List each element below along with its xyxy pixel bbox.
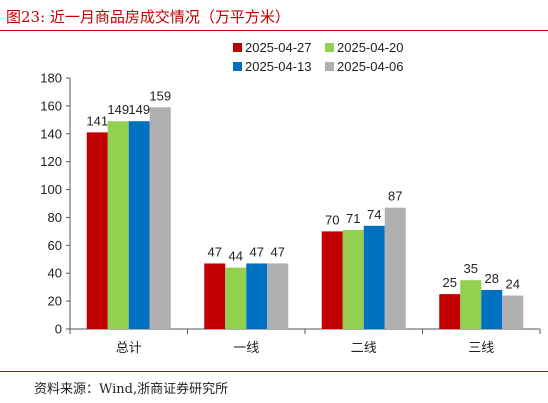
bar	[342, 229, 364, 329]
data-label: 159	[149, 88, 171, 103]
bar	[267, 263, 289, 329]
legend-swatch	[325, 43, 334, 52]
bar	[107, 121, 129, 329]
bar	[86, 132, 108, 329]
y-tick-label: 80	[48, 210, 62, 225]
data-label: 44	[229, 249, 243, 264]
data-label: 141	[86, 113, 108, 128]
x-category-label: 一线	[233, 341, 259, 356]
legend-swatch	[233, 43, 242, 52]
bar	[204, 263, 226, 329]
y-tick-label: 100	[40, 182, 62, 197]
title-divider	[0, 30, 548, 31]
y-tick-label: 180	[40, 71, 62, 86]
source-note: 资料来源：Wind,浙商证券研究所	[34, 382, 229, 397]
y-tick-label: 60	[48, 238, 62, 253]
data-label: 47	[208, 244, 222, 259]
x-category-label: 三线	[468, 341, 494, 356]
legend-swatch	[325, 62, 334, 71]
y-tick-label: 40	[48, 266, 62, 281]
legend-label: 2025-04-13	[245, 59, 312, 74]
data-label: 28	[485, 271, 499, 286]
data-label: 149	[128, 102, 150, 117]
figure-title: 图23: 近一月商品房成交情况（万平方米）	[6, 8, 290, 26]
x-category-label: 总计	[116, 341, 142, 356]
legend-label: 2025-04-06	[337, 59, 404, 74]
bar	[149, 107, 171, 330]
y-tick-label: 20	[48, 294, 62, 309]
y-tick-label: 0	[55, 322, 62, 337]
x-category-label: 二线	[351, 341, 377, 356]
data-label: 149	[107, 102, 129, 117]
data-label: 47	[271, 244, 285, 259]
y-tick-label: 140	[40, 126, 62, 141]
bar	[502, 295, 524, 329]
bar	[481, 289, 503, 329]
data-label: 24	[506, 277, 520, 292]
bar	[128, 121, 150, 329]
legend-label: 2025-04-27	[245, 40, 312, 55]
bar	[384, 207, 406, 329]
y-tick-label: 160	[40, 98, 62, 113]
data-label: 74	[367, 207, 381, 222]
bar	[363, 225, 385, 329]
data-label: 71	[346, 211, 360, 226]
data-label: 47	[250, 244, 264, 259]
bar	[439, 294, 461, 329]
y-tick-label: 120	[40, 154, 62, 169]
data-label: 87	[388, 189, 402, 204]
bar	[246, 263, 268, 329]
data-label: 25	[443, 275, 457, 290]
bar	[460, 280, 482, 329]
legend-swatch	[233, 62, 242, 71]
legend-label: 2025-04-20	[337, 40, 404, 55]
footer-divider	[0, 371, 548, 372]
bar	[225, 267, 247, 329]
data-label: 70	[325, 212, 339, 227]
bar	[321, 231, 343, 329]
data-label: 35	[464, 261, 478, 276]
